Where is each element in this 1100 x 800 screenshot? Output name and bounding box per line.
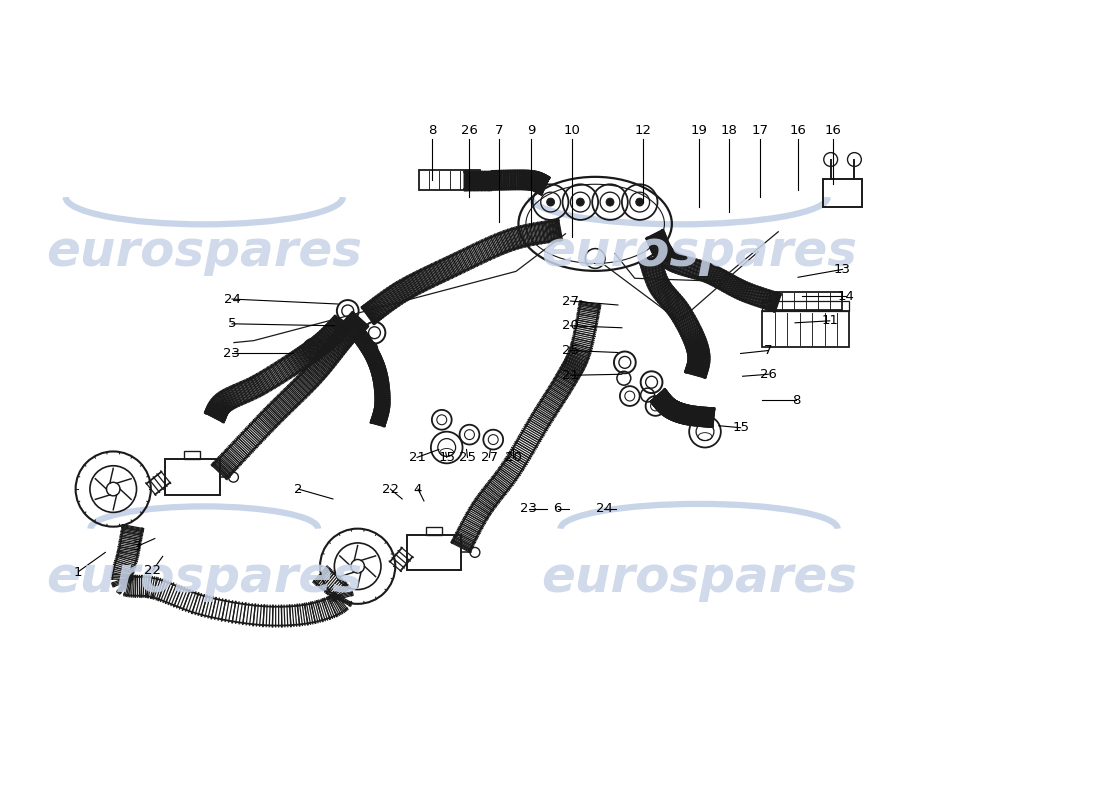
Circle shape: [107, 482, 120, 496]
Text: 3: 3: [133, 540, 141, 553]
Text: 8: 8: [428, 124, 436, 138]
Text: eurospares: eurospares: [541, 554, 857, 602]
Text: 24: 24: [223, 293, 241, 306]
Text: 26: 26: [461, 124, 477, 138]
Text: 17: 17: [752, 124, 769, 138]
Text: 1: 1: [74, 566, 81, 578]
Text: 16: 16: [790, 124, 806, 138]
Text: eurospares: eurospares: [541, 227, 857, 275]
Circle shape: [488, 434, 498, 445]
Text: eurospares: eurospares: [46, 554, 362, 602]
Text: 21: 21: [408, 451, 426, 464]
Text: 25: 25: [459, 451, 476, 464]
Circle shape: [636, 198, 644, 206]
Text: 22: 22: [144, 564, 162, 577]
Circle shape: [625, 391, 635, 401]
Circle shape: [650, 401, 660, 411]
Bar: [770, 292, 842, 310]
Circle shape: [547, 198, 554, 206]
Text: 13: 13: [834, 263, 851, 276]
Text: 9: 9: [527, 124, 535, 138]
Text: 2: 2: [294, 482, 302, 495]
Text: 11: 11: [822, 314, 838, 327]
Text: 12: 12: [635, 124, 651, 138]
Bar: [419, 170, 481, 190]
Circle shape: [308, 343, 318, 354]
Text: 14: 14: [837, 290, 854, 302]
Text: 10: 10: [564, 124, 581, 138]
Text: 22: 22: [382, 482, 399, 495]
Text: 16: 16: [824, 124, 842, 138]
Text: 19: 19: [691, 124, 707, 138]
Text: 24: 24: [595, 502, 613, 515]
Text: 25: 25: [562, 344, 579, 357]
Circle shape: [351, 559, 364, 573]
Circle shape: [606, 198, 614, 206]
Text: 18: 18: [720, 124, 737, 138]
Text: 21: 21: [562, 369, 579, 382]
Bar: [762, 301, 849, 311]
Bar: [407, 534, 461, 570]
Text: 26: 26: [760, 368, 777, 381]
Text: 15: 15: [438, 451, 455, 464]
Text: 23: 23: [223, 347, 241, 360]
Text: 6: 6: [553, 502, 562, 515]
Circle shape: [576, 198, 584, 206]
Text: 8: 8: [792, 394, 800, 406]
Circle shape: [464, 430, 474, 439]
Text: 27: 27: [481, 451, 498, 464]
Bar: [165, 459, 220, 495]
Bar: [762, 311, 849, 346]
Text: 15: 15: [733, 422, 749, 434]
Text: 7: 7: [495, 124, 504, 138]
Bar: [426, 526, 442, 534]
Text: 23: 23: [520, 502, 538, 515]
Text: 27: 27: [562, 294, 579, 307]
Text: 7: 7: [764, 344, 772, 357]
Text: 4: 4: [414, 482, 422, 495]
Text: 20: 20: [505, 451, 521, 464]
Bar: [185, 451, 200, 459]
Text: eurospares: eurospares: [46, 227, 362, 275]
Text: 20: 20: [562, 319, 579, 332]
Text: 5: 5: [228, 318, 236, 330]
Bar: [823, 179, 862, 207]
Circle shape: [437, 415, 447, 425]
